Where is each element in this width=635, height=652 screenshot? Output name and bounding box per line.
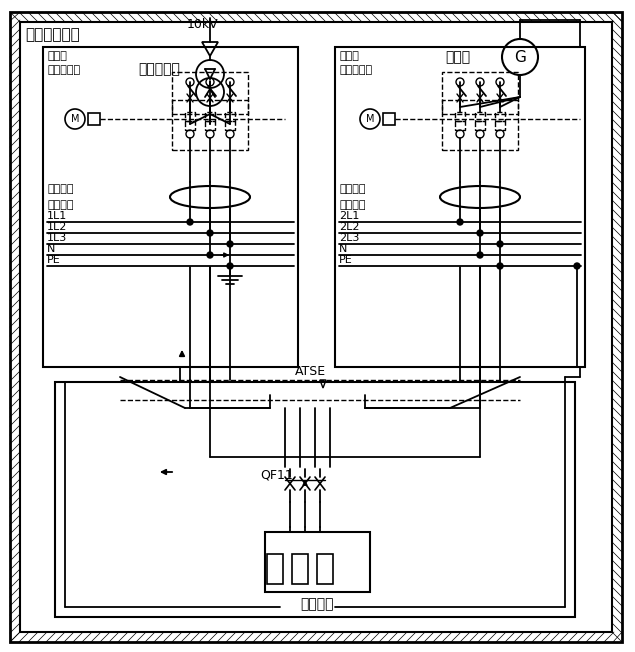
Text: 同一座配电所: 同一座配电所	[25, 27, 80, 42]
Text: 用电设备: 用电设备	[300, 597, 334, 611]
Circle shape	[227, 241, 233, 247]
Circle shape	[477, 230, 483, 236]
Bar	[475, 121, 485, 130]
Text: PE: PE	[47, 255, 61, 265]
Bar	[88, 113, 100, 125]
Bar	[442, 100, 518, 150]
Bar	[225, 121, 235, 130]
Bar	[55, 382, 575, 617]
Text: 2L2: 2L2	[339, 222, 359, 232]
Text: PE: PE	[339, 255, 353, 265]
Text: 2L3: 2L3	[339, 233, 359, 243]
Text: 电流检测: 电流检测	[47, 200, 74, 210]
Text: 1L2: 1L2	[47, 222, 67, 232]
Text: 2L1: 2L1	[339, 211, 359, 221]
Bar	[205, 121, 215, 130]
Bar	[455, 112, 465, 121]
Bar	[317, 554, 333, 584]
Text: 进线断路器: 进线断路器	[339, 65, 372, 75]
Text: QF11: QF11	[260, 469, 293, 482]
Circle shape	[187, 219, 193, 225]
Text: G: G	[514, 50, 526, 65]
Bar	[172, 72, 248, 114]
Circle shape	[497, 263, 503, 269]
Text: N: N	[47, 244, 55, 254]
Text: N: N	[339, 244, 347, 254]
Circle shape	[477, 252, 483, 258]
Text: 发电机: 发电机	[445, 50, 470, 64]
Bar	[265, 532, 370, 592]
Text: M: M	[366, 114, 374, 124]
Bar	[225, 112, 235, 121]
Bar	[172, 100, 248, 150]
Bar	[205, 112, 215, 121]
Circle shape	[574, 263, 580, 269]
Text: 变压器: 变压器	[47, 51, 67, 61]
Text: 接地故障: 接地故障	[339, 184, 366, 194]
Text: M: M	[70, 114, 79, 124]
Text: 进线断路器: 进线断路器	[47, 65, 80, 75]
Bar	[43, 47, 298, 367]
Circle shape	[457, 219, 463, 225]
Bar	[442, 72, 518, 114]
Text: 1L1: 1L1	[47, 211, 67, 221]
Text: 10kV: 10kV	[186, 18, 218, 31]
Text: 电流检测: 电流检测	[339, 200, 366, 210]
Bar	[475, 112, 485, 121]
Bar	[292, 554, 308, 584]
Text: 发电机: 发电机	[339, 51, 359, 61]
Bar	[335, 47, 585, 367]
Text: 电力变压器: 电力变压器	[138, 62, 180, 76]
Circle shape	[227, 263, 233, 269]
Bar	[455, 121, 465, 130]
Bar	[383, 113, 395, 125]
Circle shape	[497, 241, 503, 247]
Bar	[185, 112, 195, 121]
Circle shape	[207, 252, 213, 258]
Bar	[185, 121, 195, 130]
Text: 1L3: 1L3	[47, 233, 67, 243]
Circle shape	[207, 230, 213, 236]
Text: 接地故障: 接地故障	[47, 184, 74, 194]
Bar	[495, 112, 505, 121]
Text: ATSE: ATSE	[295, 365, 326, 378]
Bar	[495, 121, 505, 130]
Bar	[267, 554, 283, 584]
